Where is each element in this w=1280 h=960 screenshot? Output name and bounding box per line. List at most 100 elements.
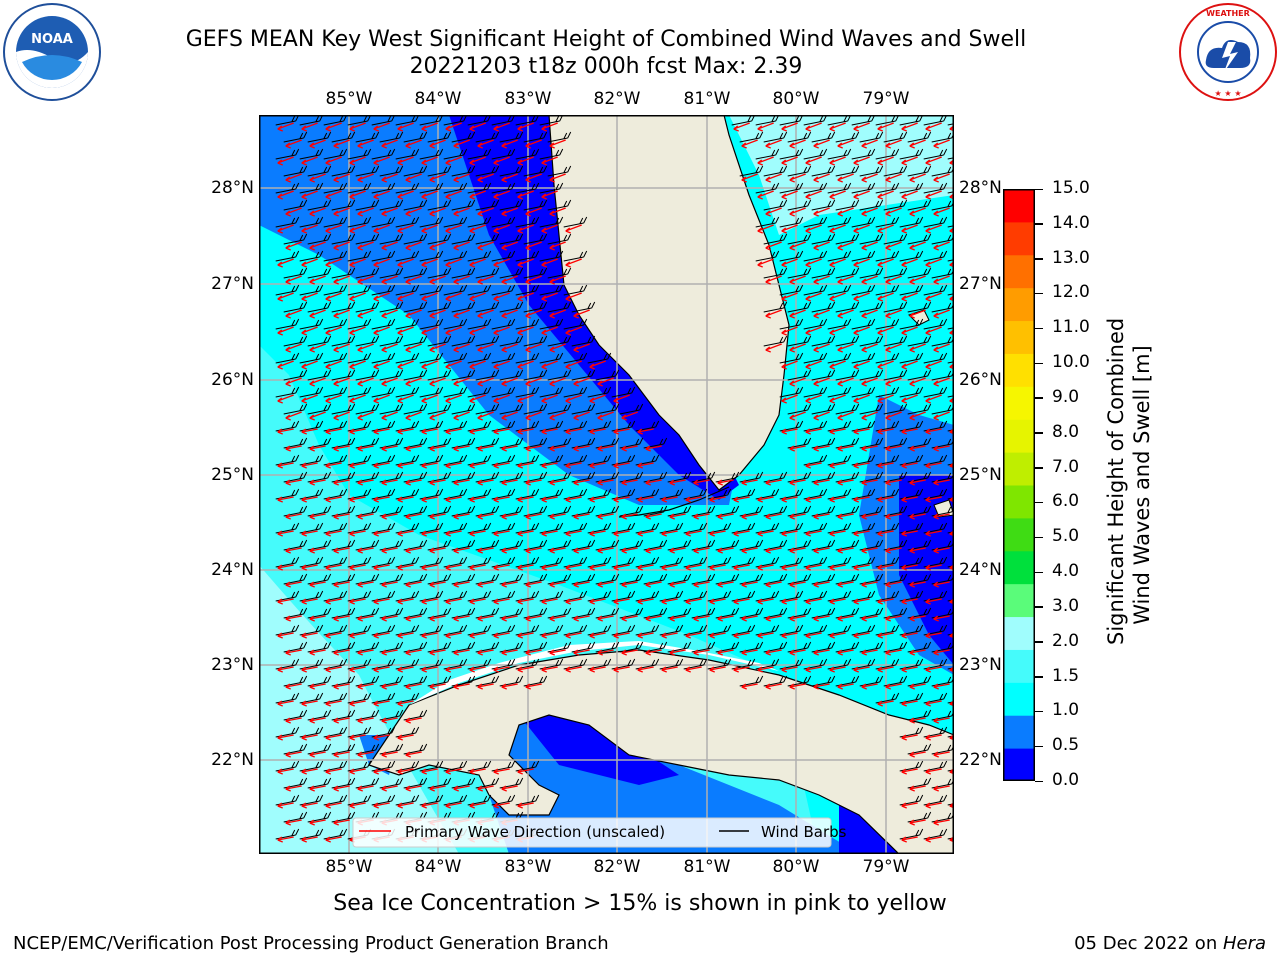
wind-barb bbox=[523, 165, 548, 177]
wave-arrow bbox=[357, 173, 374, 183]
wave-arrow bbox=[421, 122, 438, 132]
wave-arrow bbox=[349, 326, 366, 336]
wave-arrow bbox=[541, 360, 558, 370]
wave-arrow bbox=[597, 547, 614, 554]
wind-barb bbox=[827, 352, 852, 364]
wave-arrow bbox=[349, 564, 366, 571]
wind-barb bbox=[523, 369, 548, 381]
wave-arrow bbox=[325, 190, 342, 200]
wave-arrow bbox=[357, 275, 374, 285]
wave-arrow bbox=[277, 326, 294, 336]
wave-arrow bbox=[877, 190, 894, 200]
wave-arrow bbox=[813, 513, 830, 520]
wave-arrow bbox=[685, 564, 702, 571]
colorbar-tick-mark bbox=[1035, 223, 1043, 225]
wind-barb bbox=[475, 301, 500, 313]
wave-arrow bbox=[909, 649, 926, 656]
wind-barb bbox=[755, 182, 780, 194]
wave-arrow bbox=[309, 309, 326, 319]
wind-barb bbox=[875, 284, 900, 296]
wave-arrow bbox=[285, 819, 302, 826]
lon-label-bottom: 84°W bbox=[414, 857, 462, 877]
wave-arrow bbox=[357, 547, 374, 554]
wind-barb bbox=[451, 335, 476, 347]
wind-barb bbox=[923, 250, 948, 262]
wind-barb bbox=[403, 131, 428, 143]
wind-barb bbox=[299, 148, 324, 160]
wind-barb bbox=[355, 301, 380, 313]
wind-barb bbox=[907, 301, 932, 313]
wave-arrow bbox=[805, 666, 822, 673]
wind-barb bbox=[859, 369, 884, 381]
wave-arrow bbox=[333, 785, 350, 792]
wave-arrow bbox=[885, 513, 902, 520]
wave-arrow bbox=[549, 377, 566, 387]
wind-barb bbox=[499, 131, 524, 143]
wave-arrow bbox=[805, 564, 822, 571]
wave-arrow bbox=[541, 530, 558, 537]
wind-barb bbox=[779, 352, 804, 364]
wave-arrow bbox=[813, 615, 830, 622]
wind-barb bbox=[811, 199, 836, 211]
wind-barb bbox=[923, 148, 948, 160]
wave-arrow bbox=[781, 632, 798, 639]
wind-barb bbox=[787, 335, 812, 347]
wave-arrow bbox=[517, 190, 534, 200]
wind-barb bbox=[443, 284, 468, 296]
colorbar-segment bbox=[1003, 287, 1035, 322]
wave-arrow bbox=[573, 547, 590, 554]
colorbar-segment bbox=[1003, 649, 1035, 683]
wave-arrow bbox=[285, 581, 302, 588]
wind-barb bbox=[547, 301, 572, 313]
wave-arrow bbox=[813, 343, 830, 353]
wind-barb bbox=[419, 386, 444, 398]
wave-arrow bbox=[621, 581, 638, 588]
wave-arrow bbox=[373, 292, 390, 302]
wave-arrow bbox=[445, 156, 462, 166]
wave-arrow bbox=[781, 326, 798, 336]
wave-arrow bbox=[861, 139, 878, 149]
wave-arrow bbox=[829, 292, 846, 302]
wind-barb bbox=[443, 352, 468, 364]
wind-barb bbox=[859, 233, 884, 245]
wind-barb bbox=[451, 199, 476, 211]
wind-barb bbox=[491, 216, 516, 228]
wave-arrow bbox=[709, 666, 726, 673]
wind-barb bbox=[779, 284, 804, 296]
colorbar-segment bbox=[1003, 550, 1035, 585]
wave-arrow bbox=[381, 479, 398, 486]
wave-arrow bbox=[525, 377, 542, 387]
wind-barb bbox=[883, 335, 908, 347]
wave-arrow bbox=[909, 717, 926, 724]
wave-arrow bbox=[925, 768, 942, 775]
lat-label-right: 25°N bbox=[959, 465, 1002, 485]
wave-arrow bbox=[933, 819, 950, 826]
wave-arrow bbox=[309, 241, 326, 251]
wave-arrow bbox=[445, 292, 462, 302]
wave-arrow bbox=[405, 343, 422, 353]
wave-arrow bbox=[309, 139, 326, 149]
wave-arrow bbox=[277, 598, 294, 605]
wave-arrow bbox=[429, 479, 446, 486]
wave-arrow bbox=[829, 496, 846, 503]
wave-arrow bbox=[477, 275, 494, 285]
wind-barb bbox=[379, 335, 404, 347]
wind-barb bbox=[371, 284, 396, 296]
wave-arrow bbox=[325, 156, 342, 166]
wave-arrow bbox=[621, 445, 638, 452]
wind-barb bbox=[523, 403, 548, 415]
wave-arrow bbox=[925, 326, 942, 336]
wind-barb bbox=[523, 267, 548, 279]
wave-arrow bbox=[301, 326, 318, 336]
wind-barb bbox=[427, 335, 452, 347]
wave-arrow bbox=[925, 632, 942, 639]
nws-logo: WEATHER ★ ★ ★ bbox=[1178, 2, 1278, 102]
wave-arrow bbox=[757, 122, 774, 132]
wave-arrow bbox=[765, 275, 782, 285]
wind-barb bbox=[787, 131, 812, 143]
wind-barb bbox=[347, 352, 372, 364]
wave-arrow bbox=[357, 615, 374, 622]
wave-arrow bbox=[781, 292, 798, 302]
wave-arrow bbox=[333, 683, 350, 690]
lon-label-top: 80°W bbox=[772, 89, 820, 109]
